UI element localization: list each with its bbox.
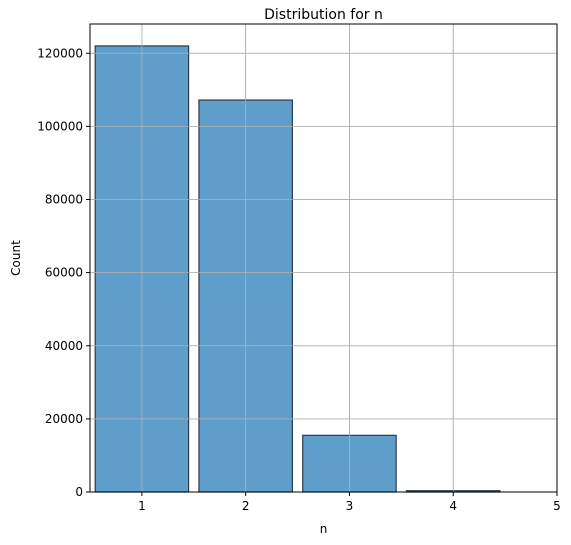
- plot-frame: [89, 23, 558, 493]
- chart-title: Distribution for n: [264, 7, 383, 23]
- y-tick-label: 20000: [45, 412, 83, 426]
- x-tick-label: 5: [553, 499, 561, 513]
- x-tick-label: 3: [346, 499, 354, 513]
- x-tick-label: 1: [138, 499, 146, 513]
- x-axis-label: n: [320, 522, 328, 536]
- y-tick-label: 100000: [37, 119, 83, 133]
- y-tick-label: 120000: [37, 46, 83, 60]
- y-tick-label: 0: [75, 485, 83, 499]
- x-tick-label: 2: [242, 499, 250, 513]
- y-axis-label: Count: [9, 240, 23, 276]
- y-tick-label: 40000: [45, 339, 83, 353]
- x-tick-label: 4: [449, 499, 457, 513]
- y-tick-label: 60000: [45, 266, 83, 280]
- y-tick-label: 80000: [45, 193, 83, 207]
- ticks: 1 2 3 4 5 0 20000 40000 60000 80000 100000 120000: [37, 46, 561, 513]
